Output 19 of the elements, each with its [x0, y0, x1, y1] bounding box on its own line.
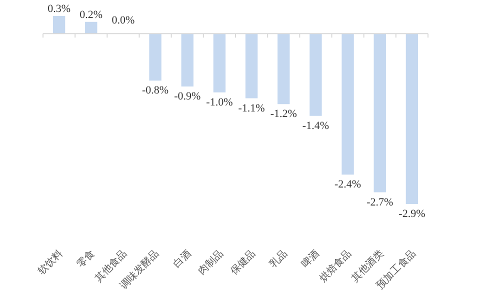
x-tick-label: 白酒	[170, 248, 194, 270]
data-label: 0.2%	[80, 8, 103, 21]
data-label: 0.3%	[48, 3, 71, 15]
data-label: -2.4%	[334, 178, 362, 191]
data-label: -0.9%	[174, 90, 201, 102]
x-tick-label: 乳品	[267, 248, 290, 270]
data-label: -2.9%	[398, 208, 426, 220]
data-label: -1.2%	[270, 108, 297, 120]
x-tick-label: 零食	[74, 248, 98, 270]
data-label: -0.8%	[142, 84, 169, 97]
data-label: -1.4%	[302, 120, 329, 132]
x-tick-label: 啤酒	[299, 248, 322, 270]
data-label: -1.1%	[238, 102, 265, 114]
data-label: 0.0%	[112, 14, 135, 27]
x-tick-label: 保健品	[228, 248, 258, 278]
data-label: -2.7%	[366, 196, 394, 208]
x-tick-label: 软饮料	[35, 248, 66, 278]
data-label: -1.0%	[206, 96, 233, 108]
x-tick-label: 肉制品	[196, 248, 226, 278]
